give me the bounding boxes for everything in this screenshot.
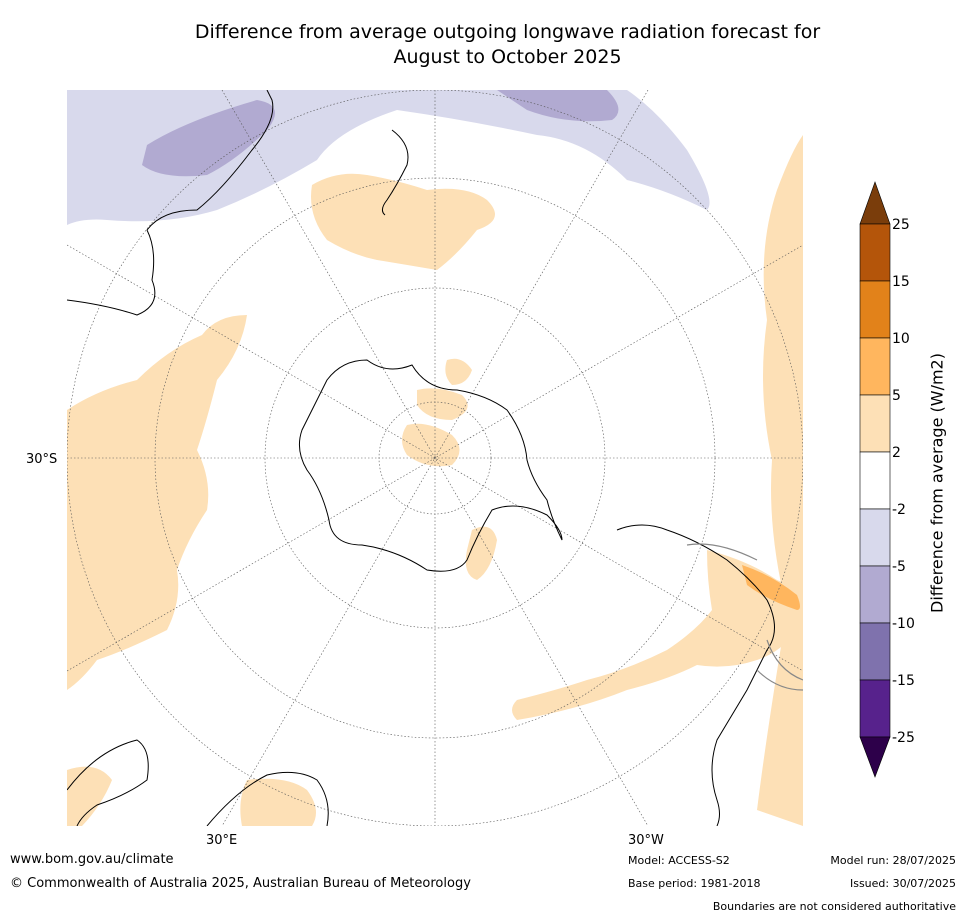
label-30-east: 30°E xyxy=(206,833,238,848)
colorbar-segment xyxy=(859,451,891,510)
coastline-new-zealand xyxy=(381,129,409,216)
colorbar-segment xyxy=(859,679,891,738)
colorbar-tick-label: -10 xyxy=(892,616,915,632)
polar-map xyxy=(67,90,803,826)
coastline-australia xyxy=(67,90,274,316)
positive-anomaly-new-zealand xyxy=(311,173,495,270)
colorbar-tick-label: -25 xyxy=(892,730,915,746)
colorbar-segment xyxy=(859,223,891,282)
positive-anomaly-antarctic-4 xyxy=(465,526,497,580)
positive-anomaly-antarctic-3 xyxy=(445,358,472,385)
coastline-antarctica xyxy=(298,359,563,572)
graticule-circle-2 xyxy=(264,287,606,629)
positive-anomaly-africa xyxy=(67,766,112,826)
footer-disclaimer: Boundaries are not considered authoritat… xyxy=(712,900,956,913)
colorbar-segment xyxy=(859,337,891,396)
colorbar-extend-top xyxy=(859,181,891,225)
coastline-south-america xyxy=(616,524,775,826)
colorbar-title: Difference from average (W/m2) xyxy=(927,353,947,613)
label-30-south: 30°S xyxy=(26,452,58,467)
footer-model: Model: ACCESS-S2 xyxy=(628,854,730,867)
boundary-south-america xyxy=(686,543,803,691)
positive-anomaly-south-america xyxy=(512,550,803,720)
positive-anomaly-south-america-core xyxy=(742,565,800,610)
negative-anomaly-core-2 xyxy=(497,90,619,122)
colorbar-tick-label: -5 xyxy=(892,559,906,575)
footer-issued: Issued: 30/07/2025 xyxy=(849,877,956,890)
colorbar-segment xyxy=(859,394,891,453)
colorbar-tick-label: 10 xyxy=(892,331,910,347)
colorbar-tick-label: -15 xyxy=(892,673,915,689)
positive-anomaly-west xyxy=(67,315,247,690)
positive-anomaly-east-edge xyxy=(757,135,803,826)
graticule-meridians xyxy=(67,90,803,826)
map-title: Difference from average outgoing longwav… xyxy=(120,20,895,70)
colorbar-segment xyxy=(859,280,891,339)
positive-anomaly-africa-2 xyxy=(240,778,316,826)
colorbar-tick-label: 2 xyxy=(892,445,901,461)
footer-website: www.bom.gov.au/climate xyxy=(10,852,174,867)
colorbar-tick-label: 5 xyxy=(892,388,901,404)
colorbar: 25 15 10 5 2 -2 -5 -10 -15 -25 xyxy=(859,181,915,778)
title-line-2: August to October 2025 xyxy=(393,46,622,68)
footer-copyright: © Commonwealth of Australia 2025, Austra… xyxy=(10,876,471,891)
coastline-africa xyxy=(67,739,329,826)
colorbar-tick-label: -2 xyxy=(892,502,906,518)
colorbar-segment xyxy=(859,508,891,567)
footer-model-run: Model run: 28/07/2025 xyxy=(830,854,956,867)
positive-anomaly-antarctic-2 xyxy=(417,388,468,420)
negative-anomaly-core-1 xyxy=(142,100,275,177)
title-line-1: Difference from average outgoing longwav… xyxy=(194,21,821,43)
colorbar-segment xyxy=(859,565,891,624)
colorbar-tick-label: 15 xyxy=(892,274,910,290)
footer-base-period: Base period: 1981-2018 xyxy=(628,877,761,890)
colorbar-segment xyxy=(859,622,891,681)
colorbar-extend-bottom xyxy=(859,736,891,778)
colorbar-tick-label: 25 xyxy=(892,217,910,233)
positive-anomaly-antarctic-1 xyxy=(402,423,460,467)
label-30-west: 30°W xyxy=(628,833,664,848)
